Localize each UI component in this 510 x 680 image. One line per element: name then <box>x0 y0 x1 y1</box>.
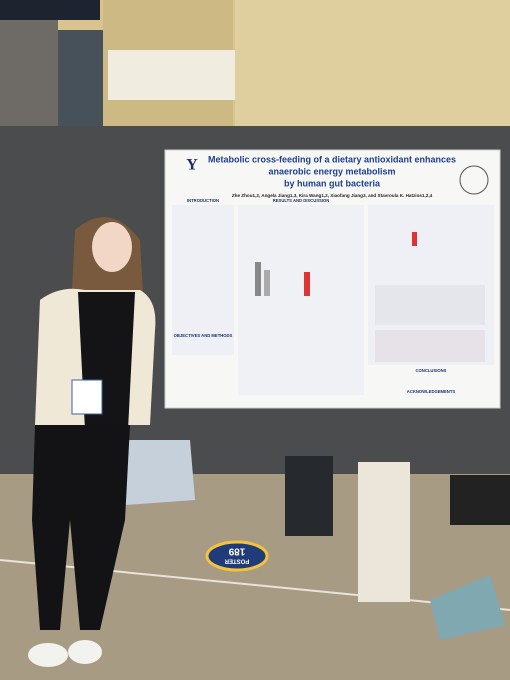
section-heading: OBJECTIVES AND METHODS <box>174 333 233 338</box>
poster-seal <box>459 165 489 195</box>
poster-figure <box>375 330 485 362</box>
poster-authors: Zhe Zhou1,2, Angela Jiang1,3, Kira Wang1… <box>232 193 433 198</box>
poster-title: anaerobic energy metabolism <box>268 166 395 176</box>
poster-column <box>238 205 364 395</box>
poster-column <box>172 205 234 355</box>
bag <box>430 575 505 640</box>
poster-logo: Y <box>186 157 198 174</box>
floor-sign: POSTER 189 <box>205 540 269 572</box>
floor-sign-number: 189 <box>228 545 245 556</box>
bystander-dress <box>120 440 195 505</box>
section-heading: ACKNOWLEDGEMENTS <box>407 389 456 394</box>
section-heading: RESULTS AND DISCUSSION <box>273 198 330 203</box>
floor-sign-disc <box>205 540 269 572</box>
poster-figure <box>304 272 310 296</box>
poster-figure <box>264 270 270 296</box>
badge <box>71 379 103 415</box>
section-heading: CONCLUSIONS <box>416 368 447 373</box>
section-heading: INTRODUCTION <box>187 198 219 203</box>
poster-title: Metabolic cross-feeding of a dietary ant… <box>208 154 456 164</box>
ceiling <box>0 0 100 20</box>
pants <box>32 425 130 630</box>
wall-right <box>235 0 510 130</box>
face <box>92 222 132 272</box>
building <box>0 20 58 130</box>
poster-figure <box>255 262 261 296</box>
floor-sign-label: POSTER <box>224 557 249 563</box>
shoe <box>68 640 102 664</box>
bystander-legs <box>285 456 333 536</box>
bystander-legs <box>358 462 410 602</box>
poster-figure <box>412 232 417 246</box>
bystander-legs <box>450 475 510 525</box>
window <box>58 30 103 130</box>
poster-figure <box>375 285 485 325</box>
shoe <box>28 643 68 667</box>
poster-title: by human gut bacteria <box>284 178 381 188</box>
